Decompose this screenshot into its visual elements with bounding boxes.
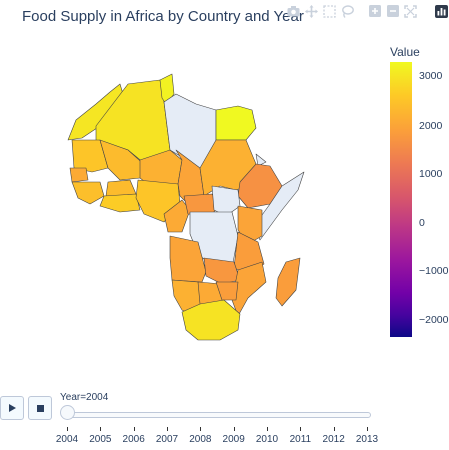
slider-tick [333, 427, 335, 431]
country-ghana[interactable] [99, 193, 141, 213]
colorbar-tick: 2000 [419, 120, 443, 132]
lasso-icon[interactable] [340, 4, 355, 18]
play-button[interactable] [0, 396, 24, 420]
colorbar-title: Value [390, 45, 420, 59]
slider-year-label[interactable]: 2013 [355, 434, 379, 445]
country-south-sudan[interactable] [211, 185, 241, 217]
country-morocco[interactable] [67, 83, 127, 141]
pause-button[interactable] [28, 396, 52, 420]
zoom-out-icon[interactable] [385, 4, 400, 18]
slider-tick [367, 427, 368, 431]
slider-tick [267, 427, 268, 431]
country-madagascar[interactable] [275, 257, 301, 307]
slider-year-label[interactable]: 2012 [322, 434, 345, 445]
slider-tick [233, 427, 235, 431]
slider-tick [200, 427, 202, 431]
slider-year-label[interactable]: 2010 [255, 434, 279, 445]
country-central-african-republic[interactable] [183, 193, 223, 217]
colorbar-tick: 3000 [419, 70, 443, 82]
slider-tick [133, 427, 135, 431]
colorbar-tick: −1000 [419, 265, 449, 277]
colorbar-tick: 1000 [419, 168, 443, 180]
chart-title: Food Supply in Africa by Country and Yea… [22, 8, 304, 25]
country-cameroon[interactable] [163, 199, 191, 233]
colorbar [390, 62, 412, 337]
year-slider-handle[interactable] [60, 405, 75, 420]
country-zimbabwe[interactable] [215, 281, 239, 301]
slider-tick [167, 427, 168, 431]
pan-icon[interactable] [304, 4, 319, 18]
slider-tick [67, 427, 68, 431]
slider-current-value: Year=2004 [60, 392, 109, 403]
modebar [286, 3, 449, 19]
slider-year-label[interactable]: 2006 [122, 434, 145, 445]
slider-year-label[interactable]: 2005 [89, 434, 112, 445]
camera-icon[interactable] [286, 4, 301, 18]
slider-tick [100, 427, 102, 431]
colorbar-tick: 0 [419, 217, 425, 229]
pause-icon [36, 399, 44, 417]
slider-year-label[interactable]: 2007 [155, 434, 179, 445]
country-mauritania[interactable] [71, 139, 109, 173]
country-angola[interactable] [169, 235, 207, 283]
slider-year-label[interactable]: 2008 [189, 434, 212, 445]
country-kenya[interactable] [237, 205, 263, 245]
plotly-logo-icon[interactable] [434, 4, 449, 18]
zoom-in-icon[interactable] [367, 4, 382, 18]
slider-year-label[interactable]: 2004 [55, 434, 79, 445]
country-egypt[interactable] [215, 105, 257, 141]
country-eritrea[interactable] [255, 153, 267, 167]
slider-tick [300, 427, 302, 431]
autoscale-icon[interactable] [403, 4, 418, 18]
year-slider-rail[interactable] [62, 412, 371, 418]
slider-year-label[interactable]: 2009 [222, 434, 245, 445]
country-south-africa[interactable] [181, 299, 241, 341]
country-guinea[interactable] [71, 181, 105, 205]
box-select-icon[interactable] [322, 4, 337, 18]
slider-year-label[interactable]: 2011 [289, 434, 312, 445]
colorbar-tick: −2000 [419, 314, 449, 326]
country-senegal[interactable] [69, 167, 89, 183]
play-icon [8, 399, 16, 417]
